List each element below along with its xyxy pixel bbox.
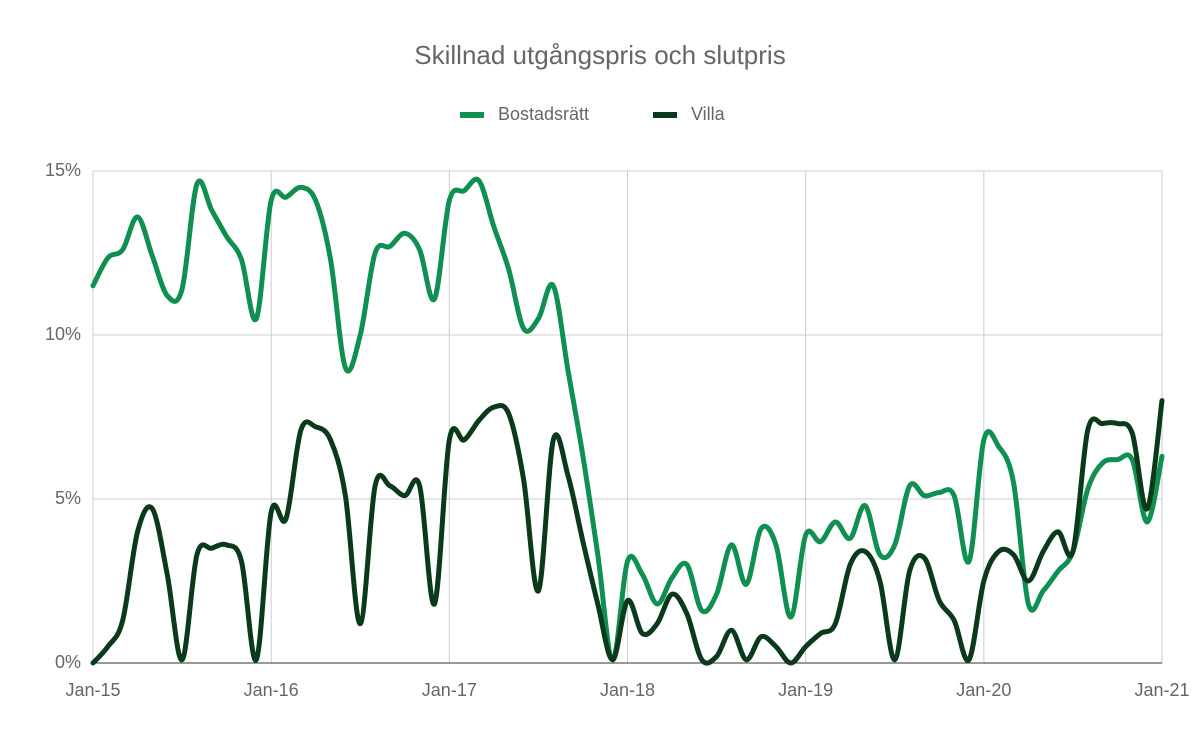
chart-title: Skillnad utgångspris och slutpris [414, 40, 785, 70]
x-tick-label: Jan-15 [65, 680, 120, 700]
x-tick-label: Jan-20 [956, 680, 1011, 700]
line-series [90, 398, 1165, 666]
x-tick-label: Jan-19 [778, 680, 833, 700]
x-tick-label: Jan-18 [600, 680, 655, 700]
legend-label: Villa [691, 104, 726, 124]
x-tick-label: Jan-17 [422, 680, 477, 700]
y-tick-label: 10% [45, 324, 81, 344]
x-tick-label: Jan-21 [1134, 680, 1189, 700]
x-tick-label: Jan-16 [244, 680, 299, 700]
line-series [90, 176, 1165, 663]
y-tick-label: 5% [55, 488, 81, 508]
legend-label: Bostadsrätt [498, 104, 589, 124]
y-tick-label: 0% [55, 652, 81, 672]
y-tick-label: 15% [45, 160, 81, 180]
